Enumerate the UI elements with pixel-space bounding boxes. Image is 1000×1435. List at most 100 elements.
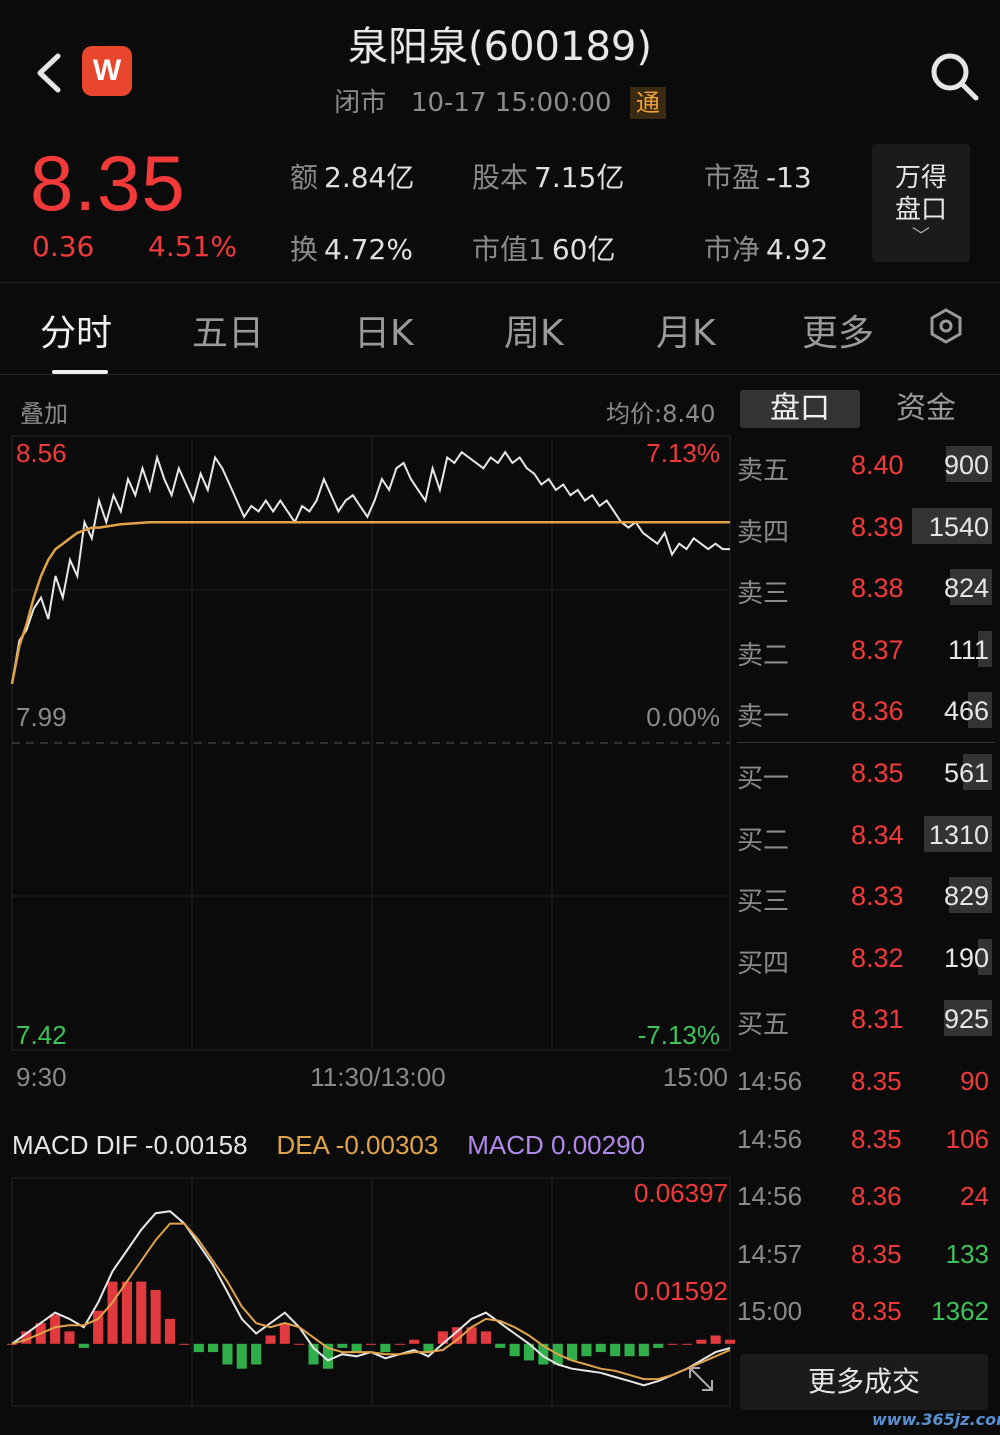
x-axis-tick-open: 9:30 [16,1062,67,1092]
price-series-line [11,450,730,684]
stat-amount: 额 2.84亿 [290,161,415,194]
level-volume: 829 [943,881,989,912]
average-price: 均价:8.40 [606,400,716,428]
trade-volume: 90 [960,1066,989,1096]
macd-bar [308,1343,319,1365]
level-label: 买一 [737,764,790,794]
macd-bar [610,1343,621,1357]
search-icon [931,53,979,101]
level-volume: 824 [943,573,989,604]
level-volume: 561 [943,758,989,788]
macd-bar [164,1318,175,1344]
macd-bar [725,1339,735,1344]
macd-axis-label-top: 0.06397 [634,1178,728,1208]
level-volume: 111 [947,634,989,665]
y-axis-label-low: 7.42 [16,1020,67,1050]
tab-daily-k[interactable]: 日K [354,313,414,354]
level-label: 卖三 [737,579,790,610]
tab-weekly-k[interactable]: 周K [504,313,564,354]
hexagon-settings-icon [930,308,962,344]
macd-chart[interactable]: 0.06397 0.01592 [0,1174,735,1410]
ask-row[interactable]: 卖一 8.36 466 [737,692,997,732]
more-trades-button[interactable]: 更多成交 [740,1354,988,1410]
macd-bar [538,1343,549,1365]
macd-grid [11,1177,731,1407]
ask-row[interactable]: 卖五 8.40 900 [737,446,997,486]
macd-bar [121,1281,132,1344]
expand-chart-icon[interactable] [689,1367,713,1391]
volume-bar [924,815,992,852]
macd-legend: MACD DIF -0.00158 DEA -0.00303 MACD 0.00… [12,1130,645,1161]
y-axis-label-prev-close: 7.99 [16,702,67,732]
chart-settings-button[interactable] [928,308,964,344]
macd-bar [136,1281,147,1344]
bid-row[interactable]: 买一 8.35 561 [737,754,997,794]
bid-row[interactable]: 买五 8.31 925 [737,1000,997,1040]
macd-bar [7,1343,18,1345]
level-price: 8.33 [851,881,904,912]
x-axis-tick-close: 15:00 [663,1062,728,1092]
ask-row[interactable]: 卖三 8.38 824 [737,569,997,609]
tab-more[interactable]: 更多 [802,313,875,354]
bid-row[interactable]: 买三 8.33 829 [737,877,997,917]
trade-price: 8.35 [851,1238,902,1269]
macd-bar [179,1343,190,1345]
macd-bar [480,1331,491,1344]
trade-price: 8.36 [851,1181,902,1211]
level-price: 8.35 [851,758,904,788]
wind-orderbook-button[interactable]: 万得 盘口 ﹀ [872,144,970,262]
price-change-percent: 4.51% [148,230,237,263]
level-volume: 466 [943,696,989,727]
tab-five-day[interactable]: 五日 [192,313,265,354]
bid-row[interactable]: 买二 8.34 1310 [737,815,997,856]
volume-bar [978,630,992,667]
macd-bar [251,1343,262,1365]
macd-bar [437,1331,448,1344]
level-label: 卖四 [737,517,790,548]
macd-bar [337,1343,348,1348]
macd-dea-value: DEA -0.00303 [276,1130,439,1160]
bid-row[interactable]: 买四 8.32 190 [737,938,997,979]
divider [0,282,1000,283]
trade-row: 14:57 8.35 133 [737,1239,997,1279]
level-volume: 1310 [928,819,989,850]
trade-time: 15:00 [737,1296,803,1326]
average-price-series-line [10,520,730,685]
back-button[interactable] [30,48,70,98]
intraday-price-chart[interactable]: 8.56 7.99 7.42 7.13% 0.00% -7.13% 9:30 1… [0,430,735,1110]
watermark: www.365jz.com [872,1410,1000,1429]
trade-price: 8.35 [851,1123,902,1154]
macd-bar [50,1314,61,1344]
x-axis-tick-midday: 11:30/13:00 [310,1062,445,1092]
divider [0,374,1000,375]
stat-market-cap: 市值1 60亿 [472,233,616,266]
macd-bar [322,1343,333,1369]
search-button[interactable] [926,48,982,104]
ask-row[interactable]: 卖二 8.37 111 [737,630,997,671]
level-label: 卖五 [737,456,790,486]
macd-bar [423,1343,434,1353]
trade-volume: 1362 [931,1296,989,1326]
level-price: 8.36 [851,696,904,727]
macd-bar [93,1310,104,1344]
app-logo-badge[interactable]: W [82,46,132,96]
trade-time: 14:56 [737,1066,803,1096]
macd-bar [409,1339,420,1344]
macd-bar [380,1343,391,1353]
ask-row[interactable]: 卖四 8.39 1540 [737,507,997,548]
tab-intraday[interactable]: 分时 [40,313,113,354]
dea-series-line [11,1222,731,1381]
quote-datetime: 10-17 15:00:00 [410,88,612,118]
overlay-button[interactable]: 叠加 [20,400,68,428]
y-axis-pct-low: -7.13% [638,1020,720,1050]
level-price: 8.37 [851,634,904,665]
y-axis-label-high: 8.56 [16,438,67,468]
tab-funds[interactable]: 资金 [896,391,956,426]
tab-monthly-k[interactable]: 月K [656,313,716,354]
macd-bar [495,1343,506,1348]
chevron-down-icon: ﹀ [912,226,930,247]
level-price: 8.38 [851,573,904,604]
trade-volume: 133 [945,1238,989,1269]
macd-bar [466,1327,477,1344]
tab-orderbook[interactable]: 盘口 [740,390,860,428]
